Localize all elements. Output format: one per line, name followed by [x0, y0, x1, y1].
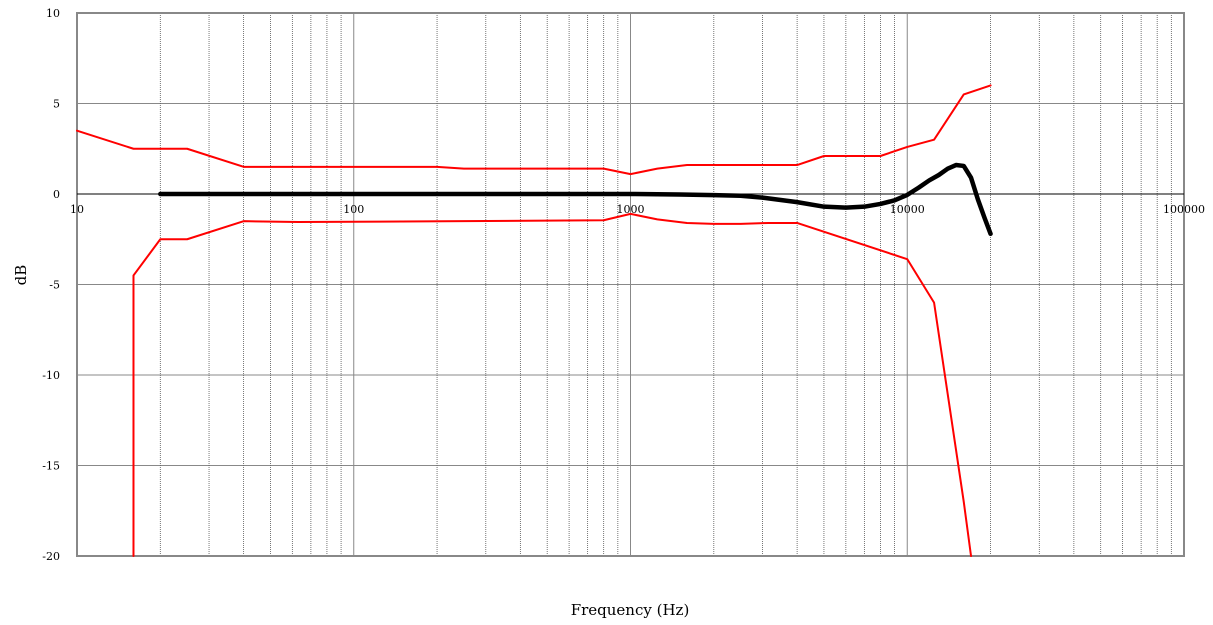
y-tick-label: -5 [49, 279, 60, 292]
x-tick-label: 1000 [617, 203, 645, 216]
x-tick-label: 10 [70, 203, 84, 216]
y-tick-label: -10 [42, 369, 60, 382]
x-tick-label: 100000 [1163, 203, 1205, 216]
y-axis-label: dB [12, 265, 30, 286]
grid [77, 12, 1184, 557]
y-tick-label: 10 [46, 7, 60, 20]
plot-border [76, 12, 1185, 557]
series-line-response [158, 162, 993, 237]
y-tick-label: -15 [42, 460, 60, 473]
x-tick-label: 100 [343, 203, 364, 216]
x-tick-label: 10000 [890, 203, 925, 216]
series-line-limit-2 [132, 212, 973, 557]
y-tick-label: 5 [53, 98, 60, 111]
x-tick-labels: 10 100 1000 10000 100000 [70, 203, 1205, 216]
series-line-limit-1 [76, 84, 992, 176]
y-tick-label: -20 [42, 550, 60, 563]
y-tick-label: 0 [53, 188, 60, 201]
y-tick-labels: 10 5 0 -5 -10 -15 -20 [42, 7, 60, 563]
x-axis-label: Frequency (Hz) [571, 601, 690, 619]
series-group [76, 84, 993, 557]
